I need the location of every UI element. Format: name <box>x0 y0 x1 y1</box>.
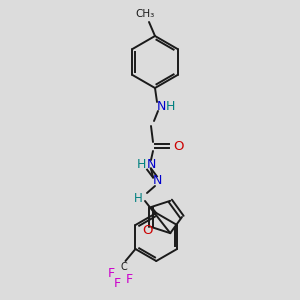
Text: F: F <box>126 272 133 286</box>
Text: H: H <box>136 158 146 170</box>
Text: F: F <box>108 266 115 280</box>
Text: CH₃: CH₃ <box>135 9 154 19</box>
Text: C: C <box>120 262 127 272</box>
Text: O: O <box>174 140 184 152</box>
Text: N: N <box>152 175 162 188</box>
Text: N: N <box>156 100 166 112</box>
Text: H: H <box>134 193 142 206</box>
Text: F: F <box>114 277 121 290</box>
Text: H: H <box>165 100 175 112</box>
Text: O: O <box>142 224 152 238</box>
Text: N: N <box>146 158 156 170</box>
